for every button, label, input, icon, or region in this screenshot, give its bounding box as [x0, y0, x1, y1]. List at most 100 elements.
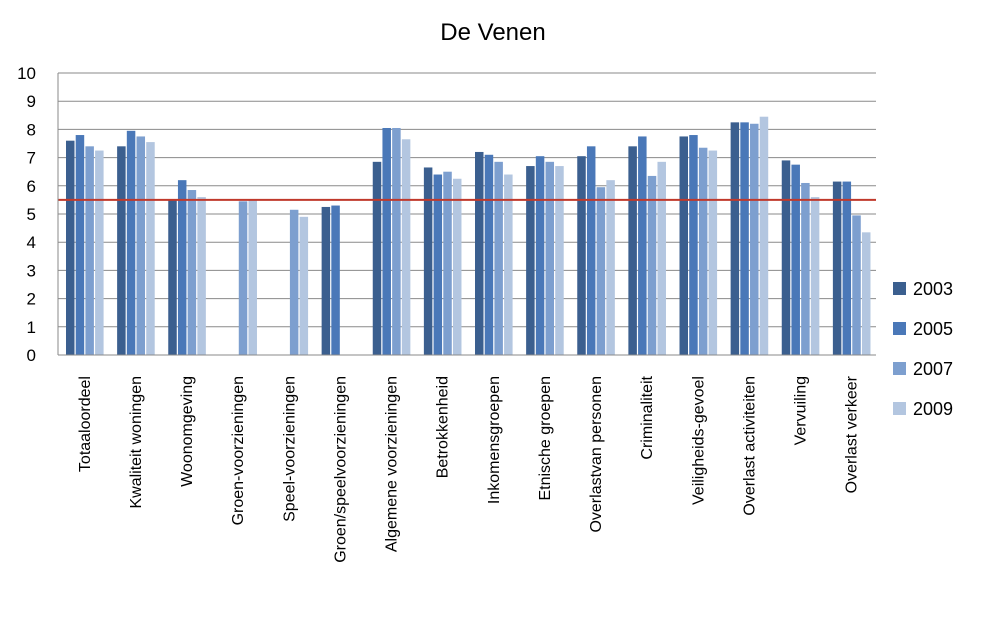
bar-2007-4 — [289, 209, 299, 355]
bar-2003-6 — [372, 161, 382, 355]
bar-2009-12 — [708, 150, 718, 355]
bar-2005-11 — [638, 136, 647, 355]
y-tick-labels: 0 1 2 3 4 5 6 7 8 9 10 — [17, 64, 36, 365]
bar-2009-8 — [504, 174, 513, 355]
category-label: Totaaloordeel — [77, 376, 94, 472]
bar-2007-10 — [596, 187, 606, 355]
bar-2007-12 — [698, 147, 708, 355]
bar-2009-10 — [606, 180, 615, 355]
bar-2005-5 — [331, 205, 340, 355]
category-label: Groen-voorzieningen — [230, 376, 247, 525]
axes — [57, 73, 876, 356]
bar-2003-13 — [730, 122, 740, 355]
bars — [66, 116, 871, 356]
bar-2005-1 — [126, 130, 136, 355]
bar-2007-2 — [187, 190, 197, 355]
bar-2003-5 — [321, 206, 331, 355]
y-tick-label: 10 — [17, 64, 36, 83]
bar-2005-14 — [791, 164, 800, 355]
bar-2007-8 — [494, 161, 503, 355]
bar-2003-11 — [628, 146, 637, 355]
bar-2007-15 — [852, 215, 861, 355]
category-label: Overlast activiteiten — [741, 376, 758, 516]
bar-2007-1 — [136, 136, 146, 355]
bar-2007-13 — [750, 123, 759, 355]
legend-label-2009: 2009 — [913, 399, 953, 419]
bar-2009-9 — [555, 166, 564, 355]
legend-label-2005: 2005 — [913, 319, 953, 339]
bar-2005-0 — [75, 135, 85, 355]
bar-2003-2 — [168, 199, 177, 355]
legend-swatch-2005 — [893, 322, 906, 335]
y-tick-label: 9 — [27, 92, 36, 111]
category-label: Betrokkenheid — [435, 376, 452, 478]
category-label: Veiligheids-gevoel — [690, 376, 707, 505]
chart-title: De Venen — [440, 19, 545, 46]
bar-2009-15 — [861, 232, 871, 355]
y-tick-label: 7 — [27, 149, 36, 168]
category-label: Speel-voorzieningen — [281, 376, 298, 522]
bar-2007-3 — [238, 201, 248, 355]
bar-2009-6 — [401, 139, 411, 355]
category-label: Criminaliteit — [639, 375, 656, 459]
bar-2009-11 — [657, 161, 666, 355]
y-tick-label: 1 — [27, 318, 36, 337]
y-tick-label: 2 — [27, 290, 36, 309]
bar-2003-14 — [781, 160, 791, 355]
bar-2007-11 — [647, 175, 657, 355]
bar-2007-0 — [85, 146, 94, 355]
bar-2007-9 — [545, 161, 555, 355]
legend-label-2007: 2007 — [913, 359, 953, 379]
y-tick-label: 4 — [27, 233, 36, 252]
bar-2005-10 — [586, 146, 596, 355]
bar-2003-1 — [117, 146, 126, 355]
bar-2007-7 — [443, 171, 452, 355]
y-tick-label: 8 — [27, 120, 36, 139]
legend-label-2003: 2003 — [913, 279, 953, 299]
bar-2003-9 — [526, 166, 535, 355]
y-tick-label: 6 — [27, 177, 36, 196]
category-label: Vervuiling — [793, 376, 810, 445]
legend-swatch-2007 — [893, 362, 906, 375]
bar-2007-6 — [392, 127, 401, 356]
category-label: Groen/speelvoorzieningen — [332, 376, 349, 563]
y-tick-label: 5 — [27, 205, 36, 224]
bar-2005-7 — [433, 174, 443, 355]
bar-2009-1 — [146, 142, 155, 355]
bar-2005-15 — [842, 181, 852, 355]
bar-2005-2 — [177, 180, 187, 355]
y-tick-label: 0 — [27, 346, 36, 365]
legend-swatch-2009 — [893, 402, 906, 415]
bar-2007-14 — [801, 182, 810, 355]
bar-2009-3 — [248, 199, 257, 355]
bar-2003-7 — [423, 167, 433, 355]
bar-2009-13 — [759, 116, 769, 356]
legend-swatch-2003 — [893, 282, 906, 295]
bar-2003-8 — [475, 151, 484, 355]
category-label: Kwaliteit woningen — [128, 376, 145, 509]
category-label: Etnische groepen — [537, 376, 554, 501]
bar-2009-14 — [810, 197, 820, 355]
bar-2009-4 — [299, 216, 309, 355]
y-tick-label: 3 — [27, 261, 36, 280]
category-label: Inkomensgroepen — [486, 376, 503, 504]
legend: 2003 2005 2007 2009 — [893, 279, 953, 419]
bar-2005-8 — [484, 154, 494, 355]
category-label: Overlastvan personen — [588, 376, 605, 533]
bar-2009-0 — [95, 150, 104, 355]
bar-2005-13 — [740, 122, 749, 355]
category-label: Overlast verkeer — [844, 375, 861, 493]
bar-2003-10 — [577, 156, 586, 355]
bar-2005-9 — [535, 156, 545, 355]
bar-2005-6 — [382, 127, 391, 356]
bar-2005-12 — [689, 135, 698, 355]
bar-2009-7 — [452, 178, 462, 355]
bar-2003-12 — [679, 136, 688, 355]
category-label: Woonomgeving — [179, 376, 196, 487]
category-labels: Totaaloordeel Kwaliteit woningen Woonomgev… — [77, 375, 861, 562]
category-label: Algemene voorzieningen — [384, 376, 401, 552]
bar-2009-2 — [197, 197, 206, 355]
bar-2003-0 — [66, 140, 75, 355]
bar-2003-15 — [832, 181, 842, 355]
